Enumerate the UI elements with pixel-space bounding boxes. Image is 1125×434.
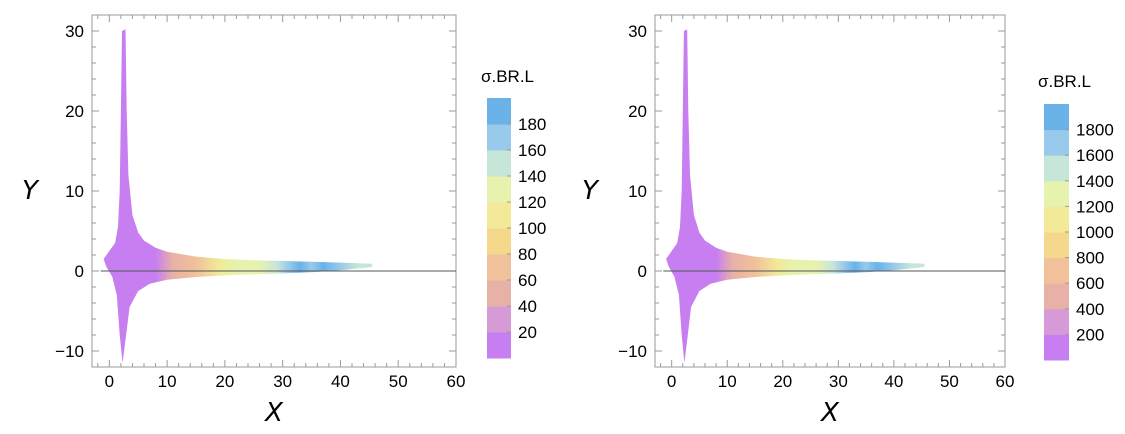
legend-color-band	[487, 228, 511, 255]
x-tick-label: 50	[940, 372, 959, 391]
x-axis-title: X	[263, 398, 284, 428]
legend-color-band	[487, 202, 511, 229]
color-legend: σ.BR.L 200 400 600 800 1000 1200 1400 1600 1800	[1038, 72, 1114, 361]
legend-tick-label: 120	[518, 193, 546, 212]
legend-color-band	[1044, 232, 1069, 259]
legend-tick-label: 140	[518, 167, 546, 186]
y-axis-title: Y	[582, 176, 600, 206]
legend-color-band	[1044, 104, 1069, 131]
color-legend: σ.BR.L 20 40 60 80 100 120 140 160 180	[481, 67, 546, 359]
legend-title: σ.BR.L	[481, 67, 534, 86]
legend-color-band	[487, 332, 511, 359]
legend-tick-label: 1800	[1076, 121, 1114, 140]
left-panel: 0 10 20 30 40 50 60 −10 0 10 20 30 X Yσ.BR.L 20 40 60 80 1…	[22, 14, 546, 428]
y-tick-label: −10	[618, 342, 647, 361]
legend-tick-label: 1000	[1076, 223, 1114, 242]
x-tick-label: 40	[884, 372, 903, 391]
legend-color-band	[1044, 155, 1069, 182]
x-tick-label: 10	[718, 372, 737, 391]
legend-tick-label: 1600	[1076, 146, 1114, 165]
legend-color-band	[1044, 283, 1069, 310]
legend-tick-label: 100	[518, 219, 546, 238]
x-tick-label: 50	[389, 372, 408, 391]
legend-tick-label: 1200	[1076, 197, 1114, 216]
y-tick-label: 10	[65, 182, 84, 201]
legend-tick-label: 600	[1076, 274, 1104, 293]
y-tick-label: 30	[628, 22, 647, 41]
x-tick-label: 20	[215, 372, 234, 391]
x-tick-label: 0	[105, 372, 114, 391]
legend-color-band	[487, 176, 511, 203]
legend-tick-label: 160	[518, 141, 546, 160]
x-tick-label: 60	[447, 372, 466, 391]
x-tick-label: 40	[331, 372, 350, 391]
legend-color-band	[487, 254, 511, 281]
plot-frame	[654, 14, 1006, 368]
legend-color-band	[487, 150, 511, 177]
legend-color-band	[487, 280, 511, 307]
x-tick-label: 20	[773, 372, 792, 391]
legend-color-band	[487, 98, 511, 125]
legend-tick-label: 80	[518, 245, 537, 264]
axis-ticks	[92, 14, 457, 368]
legend-tick-label: 60	[518, 271, 537, 290]
legend-tick-label: 180	[518, 115, 546, 134]
legend-tick-label: 1400	[1076, 172, 1114, 191]
y-tick-label: 20	[65, 102, 84, 121]
y-tick-label: 20	[628, 102, 647, 121]
legend-color-band	[1044, 180, 1069, 207]
y-tick-label: 30	[65, 22, 84, 41]
legend-tick-label: 200	[1076, 325, 1104, 344]
y-axis-title: Y	[22, 176, 40, 206]
y-tick-label: −10	[55, 342, 84, 361]
x-tick-label: 0	[667, 372, 676, 391]
x-tick-label: 30	[829, 372, 848, 391]
legend-color-band	[1044, 129, 1069, 156]
x-tick-label: 30	[273, 372, 292, 391]
legend-tick-label: 800	[1076, 249, 1104, 268]
y-tick-label: 0	[75, 262, 84, 281]
legend-color-band	[1044, 257, 1069, 284]
legend-tick-label: 20	[518, 323, 537, 342]
x-axis-title: X	[819, 398, 840, 428]
x-tick-label: 60	[996, 372, 1015, 391]
legend-color-band	[1044, 206, 1069, 233]
right-panel: 0 10 20 30 40 50 60 −10 0 10 20 30 X Yσ.BR.L 200 400 600…	[582, 14, 1114, 428]
legend-color-band	[1044, 334, 1069, 361]
legend-color-band	[487, 306, 511, 333]
x-tick-label: 10	[158, 372, 177, 391]
legend-color-band	[1044, 308, 1069, 335]
legend-tick-label: 40	[518, 297, 537, 316]
plot-frame	[91, 14, 457, 368]
y-tick-label: 0	[638, 262, 647, 281]
legend-title: σ.BR.L	[1038, 72, 1091, 91]
legend-color-band	[487, 124, 511, 151]
legend-tick-label: 400	[1076, 300, 1104, 319]
y-tick-label: 10	[628, 182, 647, 201]
